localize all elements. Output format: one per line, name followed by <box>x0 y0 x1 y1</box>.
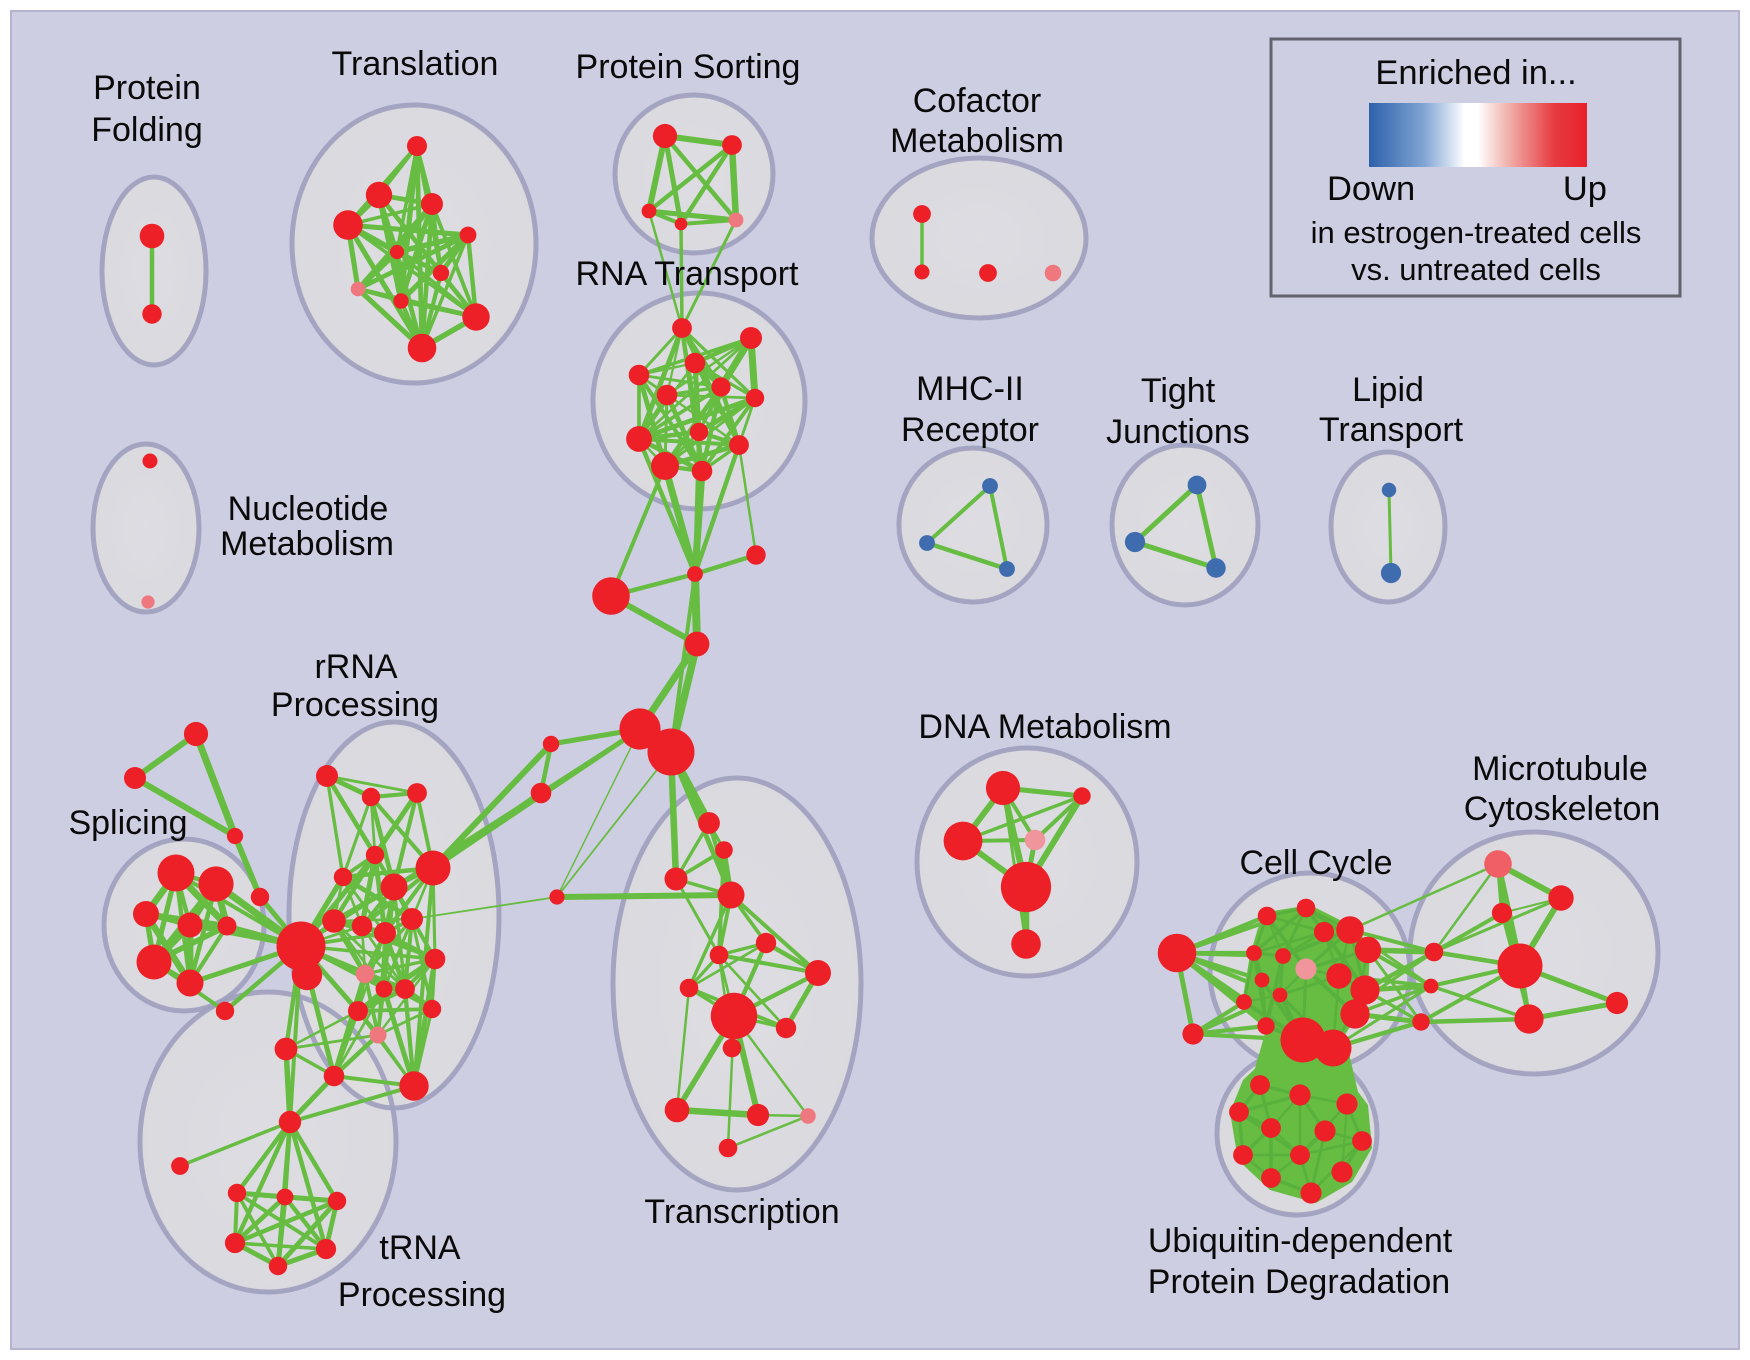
svg-text:Nucleotide: Nucleotide <box>228 490 389 528</box>
svg-text:Cofactor: Cofactor <box>913 82 1042 120</box>
svg-text:Receptor: Receptor <box>901 411 1039 449</box>
svg-text:Transport: Transport <box>1319 411 1464 449</box>
svg-text:Translation: Translation <box>332 45 499 83</box>
svg-text:Tight: Tight <box>1141 372 1216 410</box>
svg-text:Protein Degradation: Protein Degradation <box>1148 1263 1450 1301</box>
svg-text:Ubiquitin-dependent: Ubiquitin-dependent <box>1148 1222 1453 1260</box>
svg-text:vs. untreated cells: vs. untreated cells <box>1351 252 1601 287</box>
svg-text:Down: Down <box>1327 170 1415 208</box>
svg-text:Protein Sorting: Protein Sorting <box>576 48 801 86</box>
svg-text:Processing: Processing <box>271 686 439 724</box>
svg-text:Microtubule: Microtubule <box>1472 750 1648 788</box>
svg-text:Cytoskeleton: Cytoskeleton <box>1464 790 1661 828</box>
svg-text:Transcription: Transcription <box>644 1193 839 1231</box>
svg-text:RNA Transport: RNA Transport <box>576 255 800 293</box>
svg-text:DNA Metabolism: DNA Metabolism <box>918 708 1171 746</box>
svg-text:Folding: Folding <box>91 111 203 149</box>
svg-text:MHC-II: MHC-II <box>916 370 1024 408</box>
svg-text:Metabolism: Metabolism <box>220 525 394 563</box>
svg-text:Up: Up <box>1563 170 1607 208</box>
svg-text:Junctions: Junctions <box>1106 413 1250 451</box>
svg-text:tRNA: tRNA <box>379 1229 461 1267</box>
svg-text:in estrogen-treated cells: in estrogen-treated cells <box>1311 215 1642 250</box>
svg-text:Processing: Processing <box>338 1276 506 1314</box>
svg-text:Enriched in...: Enriched in... <box>1375 54 1576 92</box>
svg-text:Cell Cycle: Cell Cycle <box>1239 844 1392 882</box>
svg-text:rRNA: rRNA <box>314 648 397 686</box>
svg-text:Splicing: Splicing <box>68 804 187 842</box>
svg-text:Lipid: Lipid <box>1352 371 1424 409</box>
svg-text:Protein: Protein <box>93 69 201 107</box>
svg-text:Metabolism: Metabolism <box>890 122 1064 160</box>
